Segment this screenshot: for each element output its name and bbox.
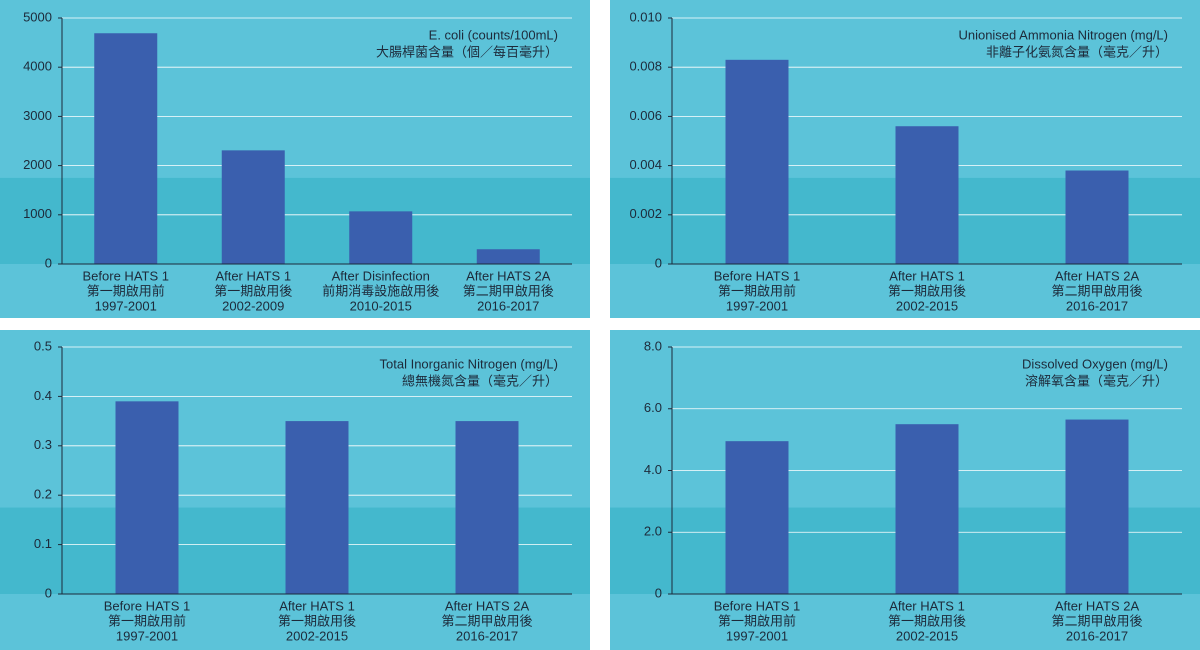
y-tick-label: 0.004 [629,157,662,172]
x-tick-label: 1997-2001 [116,628,178,643]
y-tick-label: 4.0 [644,462,662,477]
x-tick-label: 2016-2017 [477,298,539,313]
x-tick-label: After HATS 2A [466,268,551,283]
y-tick-label: 0 [655,585,662,600]
x-tick-label: 第二期甲啟用後 [463,283,554,298]
bar [725,59,789,264]
y-tick-label: 2000 [23,157,52,172]
chart-title: Total Inorganic Nitrogen (mg/L) [380,356,558,371]
y-tick-label: 6.0 [644,400,662,415]
x-tick-label: After HATS 1 [889,598,965,613]
x-tick-label: After Disinfection [332,268,430,283]
chart-subtitle: 總無機氮含量（毫克／升） [402,373,558,388]
x-tick-label: Before HATS 1 [83,268,169,283]
chart-subtitle: 非離子化氨氮含量（毫克／升） [986,44,1168,59]
y-tick-label: 0.010 [629,9,662,24]
x-tick-label: 第一期啟用後 [888,283,966,298]
y-tick-label: 0.5 [34,338,52,353]
chart-title: E. coli (counts/100mL) [429,27,558,42]
x-tick-label: 1997-2001 [726,628,788,643]
x-tick-label: After HATS 1 [215,268,291,283]
bar [94,33,158,264]
y-tick-label: 0.2 [34,487,52,502]
x-tick-label: Before HATS 1 [714,598,800,613]
bar [285,421,349,594]
x-tick-label: 第一期啟用後 [214,283,292,298]
x-tick-label: 1997-2001 [95,298,157,313]
chart-title: Dissolved Oxygen (mg/L) [1022,356,1168,371]
x-tick-label: 第一期啟用前 [718,613,796,628]
bar [725,441,789,594]
x-tick-label: After HATS 2A [1055,598,1140,613]
x-tick-label: 2016-2017 [1066,628,1128,643]
x-tick-label: After HATS 2A [1055,268,1140,283]
y-tick-label: 8.0 [644,338,662,353]
bar [476,249,540,264]
x-tick-label: After HATS 1 [889,268,965,283]
chart-subtitle: 大腸桿菌含量（個／每百毫升） [376,44,558,59]
y-tick-label: 0.002 [629,206,662,221]
y-tick-label: 0 [45,585,52,600]
y-tick-label: 0 [45,255,52,270]
chart-subtitle: 溶解氧含量（毫克／升） [1025,373,1168,388]
x-tick-label: After HATS 1 [279,598,355,613]
y-tick-label: 0 [655,255,662,270]
bar [455,421,519,594]
bar [895,126,959,265]
bar [221,150,285,264]
x-tick-label: 前期消毒設施啟用後 [322,283,439,298]
x-tick-label: 2002-2015 [896,628,958,643]
x-tick-label: 2002-2015 [896,298,958,313]
y-tick-label: 0.1 [34,536,52,551]
y-tick-label: 0.4 [34,388,52,403]
x-tick-label: 第二期甲啟用後 [441,613,532,628]
x-tick-label: 2010-2015 [350,298,412,313]
y-tick-label: 0.008 [629,59,662,74]
x-tick-label: 2002-2009 [222,298,284,313]
x-tick-label: 第一期啟用後 [888,613,966,628]
x-tick-label: 2016-2017 [456,628,518,643]
y-tick-label: 1000 [23,206,52,221]
x-tick-label: 2002-2015 [286,628,348,643]
bar [349,211,413,264]
bar [895,424,959,594]
y-tick-label: 0.3 [34,437,52,452]
x-tick-label: After HATS 2A [445,598,530,613]
x-tick-label: 第二期甲啟用後 [1051,613,1142,628]
bar [115,401,179,594]
x-tick-label: 1997-2001 [726,298,788,313]
y-tick-label: 3000 [23,108,52,123]
bar [1065,170,1129,264]
x-tick-label: Before HATS 1 [104,598,190,613]
x-tick-label: 2016-2017 [1066,298,1128,313]
y-tick-label: 4000 [23,59,52,74]
bar [1065,419,1129,594]
y-tick-label: 0.006 [629,108,662,123]
x-tick-label: 第一期啟用前 [718,283,796,298]
x-tick-label: 第一期啟用前 [87,283,165,298]
x-tick-label: Before HATS 1 [714,268,800,283]
y-tick-label: 5000 [23,9,52,24]
x-tick-label: 第一期啟用後 [278,613,356,628]
x-tick-label: 第二期甲啟用後 [1051,283,1142,298]
chart-title: Unionised Ammonia Nitrogen (mg/L) [958,27,1168,42]
y-tick-label: 2.0 [644,524,662,539]
x-tick-label: 第一期啟用前 [108,613,186,628]
